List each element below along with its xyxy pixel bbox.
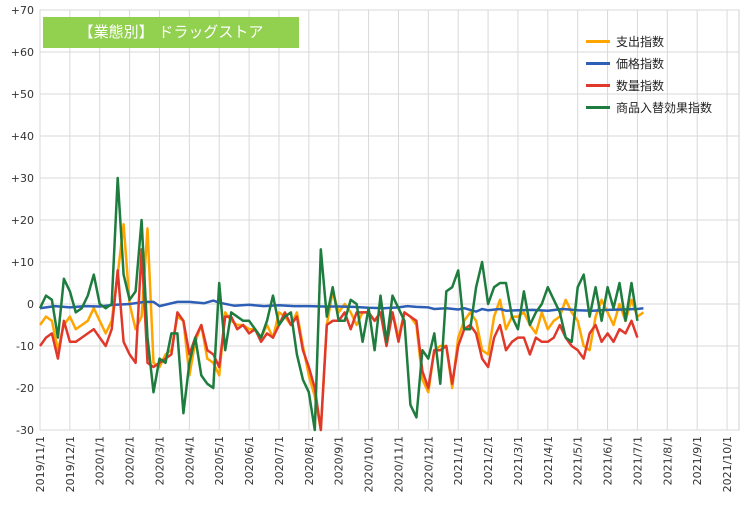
x-tick-label: 2021/6/1: [602, 436, 615, 485]
x-tick-label: 2020/6/1: [243, 436, 256, 485]
x-tick-label: 2019/12/1: [64, 436, 77, 492]
y-tick-label: -10: [16, 340, 34, 353]
x-tick-label: 2021/4/1: [542, 436, 555, 485]
legend-label: 価格指数: [616, 56, 665, 71]
legend-item: 支出指数: [586, 30, 712, 52]
x-tick-label: 2021/3/1: [512, 436, 525, 485]
x-tick-label: 2021/9/1: [691, 436, 704, 485]
legend-swatch: [586, 39, 610, 43]
x-tick-label: 2020/11/1: [392, 436, 405, 492]
legend-label: 支出指数: [616, 34, 665, 49]
x-tick-label: 2020/8/1: [303, 436, 316, 485]
x-tick-label: 2021/8/1: [661, 436, 674, 485]
legend-swatch: [586, 105, 610, 109]
x-tick-label: 2020/7/1: [273, 436, 286, 485]
y-tick-label: 0: [27, 298, 34, 311]
y-tick-label: +10: [11, 256, 34, 269]
series-line: [38, 222, 645, 432]
legend-swatch: [586, 61, 610, 65]
x-tick-label: 2019/11/1: [34, 436, 47, 492]
y-tick-label: -30: [16, 424, 34, 437]
x-tick-label: 2020/10/1: [363, 436, 376, 492]
y-tick-label: +60: [11, 46, 34, 59]
x-tick-label: 2021/7/1: [631, 436, 644, 485]
chart-title-box: [43, 17, 299, 48]
chart-title: 【業態別】 ドラッグストア: [78, 23, 264, 41]
legend-item: 数量指数: [586, 74, 712, 96]
legend-item: 商品入替効果指数: [586, 96, 712, 118]
legend-item: 価格指数: [586, 52, 712, 74]
y-tick-label: +40: [11, 130, 34, 143]
x-tick-label: 2021/2/1: [482, 436, 495, 485]
y-tick-label: +70: [11, 4, 34, 17]
y-tick-label: +20: [11, 214, 34, 227]
x-tick-label: 2020/4/1: [183, 436, 196, 485]
series-line: [39, 299, 644, 313]
y-tick-label: +50: [11, 88, 34, 101]
x-tick-label: 2020/5/1: [213, 436, 226, 485]
x-tick-label: 2020/1/1: [94, 436, 107, 485]
x-tick-label: 2020/3/1: [153, 436, 166, 485]
legend-swatch: [586, 83, 610, 87]
legend-label: 商品入替効果指数: [616, 100, 713, 115]
legend-label: 数量指数: [616, 78, 665, 93]
x-tick-label: 2020/12/1: [422, 436, 435, 492]
x-tick-label: 2021/10/1: [721, 436, 734, 492]
x-tick-label: 2020/2/1: [124, 436, 137, 485]
x-tick-label: 2021/5/1: [572, 436, 585, 485]
series-line: [38, 176, 639, 432]
chart-legend: 支出指数価格指数数量指数商品入替効果指数: [586, 30, 712, 118]
x-tick-label: 2021/1/1: [452, 436, 465, 485]
y-tick-label: +30: [11, 172, 34, 185]
y-tick-label: -20: [16, 382, 34, 395]
x-tick-label: 2020/9/1: [333, 436, 346, 485]
